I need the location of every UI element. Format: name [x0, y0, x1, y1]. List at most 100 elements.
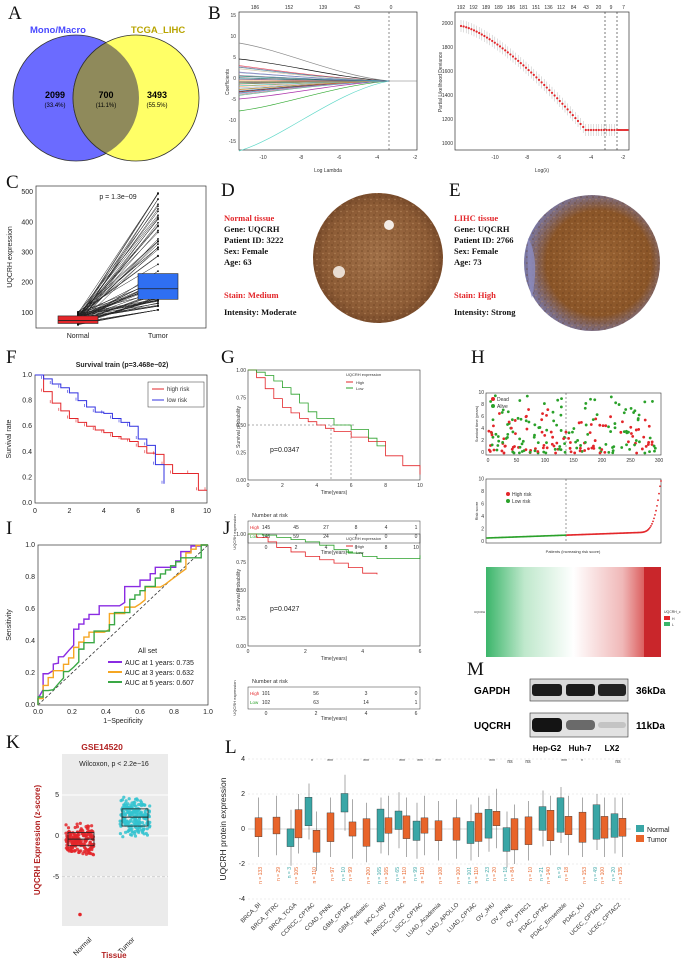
coef-x-tick: -2	[413, 155, 418, 161]
dead-point	[545, 413, 548, 417]
cv-y-tick: 1200	[442, 117, 453, 123]
panel-h-legend-high: High risk	[512, 492, 532, 498]
coef-path-major-4	[238, 80, 390, 100]
i-y-tick: 1.0	[25, 542, 35, 549]
panel-letter-e: E	[449, 180, 461, 201]
alive-point	[527, 420, 531, 424]
g-x-tick: 10	[417, 483, 423, 489]
alive-point	[545, 428, 549, 432]
panel-j-xlabel: Time(years)	[321, 656, 348, 662]
g-risk-low: 0	[385, 534, 388, 540]
alive-point	[501, 441, 505, 444]
g-x-tick: 2	[281, 483, 284, 489]
protein-expression-plot: UQCRH protein expression -4 -2 0 2 4 n = 133…	[218, 756, 670, 941]
panel-j-legend: UQCRH expression High Low	[346, 536, 381, 555]
pair-tumor-point-63	[157, 231, 159, 234]
dead-point	[647, 424, 651, 428]
l-normal-box-14	[502, 827, 511, 852]
f-y-tick: 0.6	[22, 423, 32, 430]
risk-heatmap	[486, 567, 661, 657]
lasso-cv-xlabel: Log(λ)	[535, 168, 550, 174]
cv-point-54	[600, 128, 603, 132]
panel-letter-i: I	[6, 518, 13, 539]
h-x-tick: 200	[598, 458, 607, 464]
panel-h-xlabel2: Patients (increasing risk score)	[546, 549, 601, 554]
dead-point	[507, 420, 511, 424]
coef-path-59	[238, 76, 390, 82]
g-risk-x-tick: 8	[385, 545, 388, 551]
alive-point	[555, 423, 559, 427]
k-normal-point	[75, 822, 79, 826]
k-normal-point	[88, 840, 92, 844]
l-n-tumor: n = 20	[492, 867, 498, 881]
alive-point	[653, 449, 656, 453]
dead-point	[642, 435, 646, 439]
k-tumor-point	[147, 825, 152, 829]
dead-point	[513, 445, 516, 448]
cv-point-56	[605, 128, 608, 132]
l-n-tumor: n = 165	[384, 867, 390, 884]
panel-g-xlabel: Time(years)	[321, 490, 348, 496]
cv-point-50	[589, 128, 593, 132]
ihc-tumor-pid: Patient ID: 2766	[454, 235, 514, 245]
l-sig-label: *	[311, 759, 313, 765]
auc-1y: AUC at 1 years: 0.735	[125, 660, 194, 667]
f-y-tick: 1.0	[22, 372, 32, 379]
i-y-tick: 0.2	[25, 670, 35, 677]
k-tumor-point	[139, 812, 143, 816]
l-normal-box-3	[304, 797, 313, 826]
dead-point	[644, 444, 648, 448]
k-tumor-point	[144, 812, 149, 816]
dead-point	[498, 412, 501, 415]
pair-tumor-point-44	[157, 221, 159, 224]
l-normal-box-5	[340, 793, 349, 813]
dead-point	[600, 448, 604, 451]
dead-point	[650, 443, 654, 446]
panel-g-legend-low: Low	[356, 386, 363, 391]
pair-tumor-point-25	[157, 229, 159, 232]
alive-point	[560, 397, 563, 400]
f-x-tick: 0	[33, 508, 37, 515]
k-tumor-point	[118, 832, 123, 836]
l-n-tumor: n = 108	[438, 867, 444, 884]
g-risk-high: 4	[385, 525, 388, 531]
panel-g-risk-ylabel: UQCRH expression	[232, 514, 237, 549]
dead-point	[503, 444, 507, 448]
k-normal-point	[84, 840, 88, 844]
alive-point	[559, 429, 563, 432]
alive-point	[542, 450, 546, 454]
alive-point	[495, 448, 499, 452]
k-outlier	[78, 912, 82, 917]
dead-point	[513, 419, 517, 422]
panel-c-ylabel: UQCRH expression	[7, 226, 14, 288]
k-normal-point	[78, 821, 82, 825]
blot-label-uqcrh: UQCRH	[474, 721, 511, 732]
k-tumor-point	[148, 804, 152, 808]
l-n-tumor: n = 135	[618, 867, 624, 884]
k-tumor-point	[140, 821, 145, 825]
cv-point-39	[561, 102, 564, 105]
pair-tumor-point-8	[157, 214, 159, 217]
lasso-cv-plot: Partial Likelihood Deviance Log(λ) 192 19…	[438, 5, 630, 174]
coef-y-tick: 10	[230, 34, 236, 40]
alive-point	[496, 444, 500, 447]
dead-point	[540, 418, 544, 422]
dead-point	[604, 424, 608, 428]
dead-point	[577, 421, 581, 425]
ihc-normal-sex: Sex: Female	[224, 246, 269, 256]
l-n-normal: n = 18	[503, 867, 509, 881]
cv-x-tick: -2	[621, 155, 626, 161]
cv-point-24	[522, 64, 525, 67]
j-risk-x-tick: 6	[415, 711, 418, 717]
alive-point	[551, 410, 555, 414]
alive-point	[512, 451, 516, 455]
cv-point-15	[498, 45, 502, 48]
k-normal-point	[69, 844, 73, 848]
g-risk-low: 59	[293, 534, 299, 540]
dead-point	[601, 424, 605, 428]
risk-point-166	[652, 520, 654, 523]
l-tumor-box-3	[312, 830, 321, 853]
l-tumor-box-1	[272, 816, 281, 835]
dead-point	[583, 449, 587, 452]
panel-j-risk-title: Number at risk	[252, 679, 288, 685]
